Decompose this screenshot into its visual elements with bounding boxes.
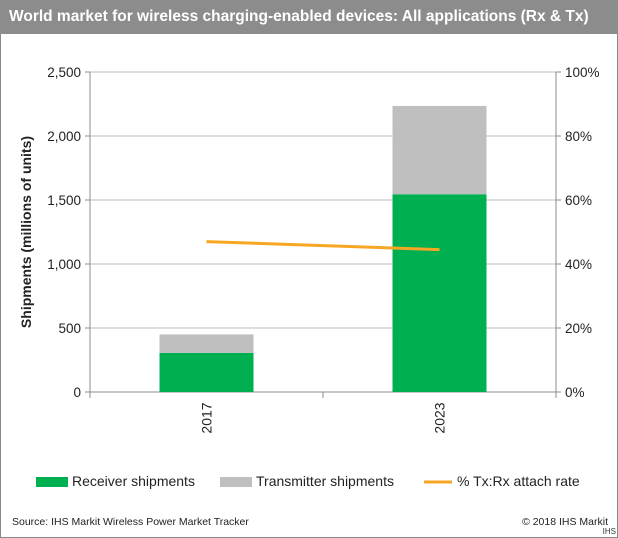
y2-tick-label: 80%	[565, 129, 592, 144]
y-tick-label: 2,500	[47, 65, 81, 80]
x-tick-label: 2023	[432, 402, 448, 433]
y-tick-label: 500	[58, 321, 81, 336]
source-note: Source: IHS Markit Wireless Power Market…	[12, 516, 249, 528]
chart-canvas: 0 500 1,000 1,500 2,000 2,500 0% 20% 40% 60% 80% 10…	[18, 65, 600, 489]
legend-label: Receiver shipments	[72, 473, 195, 489]
y-tick-label: 2,000	[47, 129, 81, 144]
y2-tick-label: 40%	[565, 257, 592, 272]
y2-tick-label: 0%	[565, 385, 585, 400]
ihs-logo-text: IHS	[602, 527, 616, 536]
chart-title: World market for wireless charging-enabl…	[9, 8, 589, 25]
y2-tick-label: 60%	[565, 193, 592, 208]
legend-label: Transmitter shipments	[256, 473, 394, 489]
bar-receiver	[159, 352, 254, 392]
bar-transmitter	[159, 334, 254, 353]
y-axis-label: Shipments (millions of units)	[18, 136, 34, 328]
copyright-note: © 2018 IHS Markit	[522, 516, 608, 528]
bar-transmitter	[392, 105, 487, 195]
legend-swatch-receiver	[36, 477, 68, 487]
attach-rate-line	[206, 240, 440, 252]
legend-swatch-transmitter	[220, 477, 252, 487]
y2-tick-label: 20%	[565, 321, 592, 336]
y2-tick-label: 100%	[565, 65, 600, 80]
y-tick-label: 1,500	[47, 193, 81, 208]
legend-label: % Tx:Rx attach rate	[457, 473, 580, 489]
title-bar: World market for wireless charging-enabl…	[0, 0, 618, 34]
bar-receiver	[392, 194, 487, 392]
x-tick-label: 2017	[199, 402, 215, 433]
y-tick-label: 1,000	[47, 257, 81, 272]
y-tick-label: 0	[73, 385, 81, 400]
